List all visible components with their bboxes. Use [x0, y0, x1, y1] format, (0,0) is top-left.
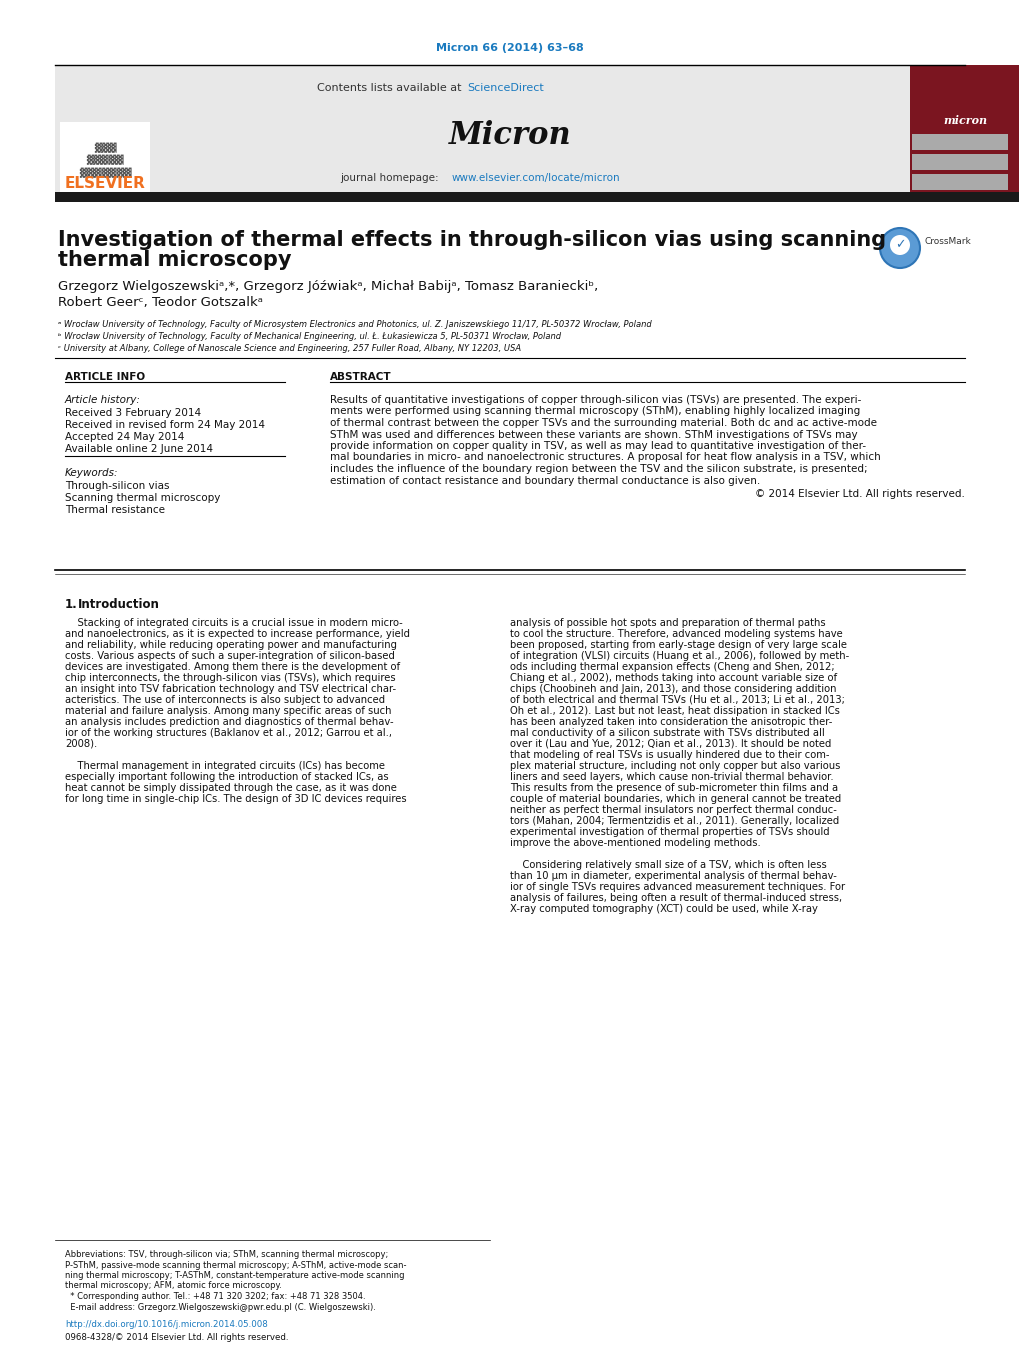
Text: Accepted 24 May 2014: Accepted 24 May 2014	[65, 432, 184, 442]
Text: Introduction: Introduction	[77, 598, 160, 611]
Text: ior of single TSVs requires advanced measurement techniques. For: ior of single TSVs requires advanced mea…	[510, 882, 845, 892]
Text: P-SThM, passive-mode scanning thermal microscopy; A-SThM, active-mode scan-: P-SThM, passive-mode scanning thermal mi…	[65, 1260, 407, 1270]
Text: Micron: Micron	[448, 119, 571, 150]
Text: E-mail address: Grzegorz.Wielgoszewski@pwr.edu.pl (C. Wielgoszewski).: E-mail address: Grzegorz.Wielgoszewski@p…	[65, 1302, 376, 1312]
Text: ods including thermal expansion effects (Cheng and Shen, 2012;: ods including thermal expansion effects …	[510, 662, 834, 671]
Text: and nanoelectronics, as it is expected to increase performance, yield: and nanoelectronics, as it is expected t…	[65, 630, 410, 639]
Text: costs. Various aspects of such a super-integration of silicon-based: costs. Various aspects of such a super-i…	[65, 651, 394, 661]
Text: neither as perfect thermal insulators nor perfect thermal conduc-: neither as perfect thermal insulators no…	[510, 805, 836, 815]
Text: * Corresponding author. Tel.: +48 71 320 3202; fax: +48 71 328 3504.: * Corresponding author. Tel.: +48 71 320…	[65, 1292, 365, 1301]
Bar	[55, 192, 1019, 203]
Text: Article history:: Article history:	[65, 394, 141, 405]
Text: analysis of failures, being often a result of thermal-induced stress,: analysis of failures, being often a resu…	[510, 893, 842, 902]
Text: Robert Geerᶜ, Teodor Gotszalkᵃ: Robert Geerᶜ, Teodor Gotszalkᵃ	[58, 296, 263, 309]
Text: of thermal contrast between the copper TSVs and the surrounding material. Both d: of thermal contrast between the copper T…	[330, 417, 876, 428]
Text: ELSEVIER: ELSEVIER	[64, 176, 146, 190]
Text: © 2014 Elsevier Ltd. All rights reserved.: © 2014 Elsevier Ltd. All rights reserved…	[754, 489, 964, 499]
Text: Abbreviations: TSV, through-silicon via; SThM, scanning thermal microscopy;: Abbreviations: TSV, through-silicon via;…	[65, 1250, 388, 1259]
Text: of both electrical and thermal TSVs (Hu et al., 2013; Li et al., 2013;: of both electrical and thermal TSVs (Hu …	[510, 694, 844, 705]
Bar	[60, 122, 150, 192]
Text: been proposed, starting from early-stage design of very large scale: been proposed, starting from early-stage…	[510, 640, 846, 650]
Text: ▓▓▓
▓▓▓▓▓
▓▓▓▓▓▓▓: ▓▓▓ ▓▓▓▓▓ ▓▓▓▓▓▓▓	[78, 142, 131, 177]
Text: 2008).: 2008).	[65, 739, 97, 748]
Text: Stacking of integrated circuits is a crucial issue in modern micro-: Stacking of integrated circuits is a cru…	[65, 617, 403, 628]
Text: an analysis includes prediction and diagnostics of thermal behav-: an analysis includes prediction and diag…	[65, 717, 393, 727]
Text: Scanning thermal microscopy: Scanning thermal microscopy	[65, 493, 220, 503]
Text: Keywords:: Keywords:	[65, 467, 118, 478]
Text: ior of the working structures (Baklanov et al., 2012; Garrou et al.,: ior of the working structures (Baklanov …	[65, 728, 391, 738]
Text: includes the influence of the boundary region between the TSV and the silicon su: includes the influence of the boundary r…	[330, 463, 867, 474]
Text: Chiang et al., 2002), methods taking into account variable size of: Chiang et al., 2002), methods taking int…	[510, 673, 837, 684]
Text: tors (Mahan, 2004; Termentzidis et al., 2011). Generally, localized: tors (Mahan, 2004; Termentzidis et al., …	[510, 816, 839, 825]
Text: Considering relatively small size of a TSV, which is often less: Considering relatively small size of a T…	[510, 861, 826, 870]
Text: journal homepage:: journal homepage:	[339, 173, 441, 182]
Text: ᵃ Wrocław University of Technology, Faculty of Microsystem Electronics and Photo: ᵃ Wrocław University of Technology, Facu…	[58, 320, 651, 330]
Text: ScienceDirect: ScienceDirect	[467, 82, 543, 93]
Bar	[909, 65, 1019, 197]
Text: analysis of possible hot spots and preparation of thermal paths: analysis of possible hot spots and prepa…	[510, 617, 824, 628]
Text: plex material structure, including not only copper but also various: plex material structure, including not o…	[510, 761, 840, 771]
Text: ning thermal microscopy; T-ASThM, constant-temperature active-mode scanning: ning thermal microscopy; T-ASThM, consta…	[65, 1271, 405, 1279]
Text: mal boundaries in micro- and nanoelectronic structures. A proposal for heat flow: mal boundaries in micro- and nanoelectro…	[330, 453, 879, 462]
Text: www.elsevier.com/locate/micron: www.elsevier.com/locate/micron	[451, 173, 620, 182]
Text: mal conductivity of a silicon substrate with TSVs distributed all: mal conductivity of a silicon substrate …	[510, 728, 824, 738]
Text: than 10 μm in diameter, experimental analysis of thermal behav-: than 10 μm in diameter, experimental ana…	[510, 871, 836, 881]
Text: improve the above-mentioned modeling methods.: improve the above-mentioned modeling met…	[510, 838, 760, 848]
Text: has been analyzed taken into consideration the anisotropic ther-: has been analyzed taken into considerati…	[510, 717, 832, 727]
Text: Received in revised form 24 May 2014: Received in revised form 24 May 2014	[65, 420, 265, 430]
Text: over it (Lau and Yue, 2012; Qian et al., 2013). It should be noted: over it (Lau and Yue, 2012; Qian et al.,…	[510, 739, 830, 748]
Text: ABSTRACT: ABSTRACT	[330, 372, 391, 382]
Text: provide information on copper quality in TSV, as well as may lead to quantitativ: provide information on copper quality in…	[330, 440, 865, 451]
Text: ments were performed using scanning thermal microscopy (SThM), enabling highly l: ments were performed using scanning ther…	[330, 407, 859, 416]
Text: 0968-4328/© 2014 Elsevier Ltd. All rights reserved.: 0968-4328/© 2014 Elsevier Ltd. All right…	[65, 1333, 288, 1342]
Text: acteristics. The use of interconnects is also subject to advanced: acteristics. The use of interconnects is…	[65, 694, 385, 705]
Text: Thermal management in integrated circuits (ICs) has become: Thermal management in integrated circuit…	[65, 761, 384, 771]
Text: Thermal resistance: Thermal resistance	[65, 505, 165, 515]
Text: chip interconnects, the through-silicon vias (TSVs), which requires: chip interconnects, the through-silicon …	[65, 673, 395, 684]
Text: that modeling of real TSVs is usually hindered due to their com-: that modeling of real TSVs is usually hi…	[510, 750, 828, 761]
Text: micron: micron	[942, 115, 986, 126]
Text: http://dx.doi.org/10.1016/j.micron.2014.05.008: http://dx.doi.org/10.1016/j.micron.2014.…	[65, 1320, 268, 1329]
Text: especially important following the introduction of stacked ICs, as: especially important following the intro…	[65, 771, 388, 782]
Text: Through-silicon vias: Through-silicon vias	[65, 481, 169, 490]
Text: Contents lists available at: Contents lists available at	[317, 82, 465, 93]
Text: couple of material boundaries, which in general cannot be treated: couple of material boundaries, which in …	[510, 794, 841, 804]
Bar	[911, 174, 1007, 190]
Text: Oh et al., 2012). Last but not least, heat dissipation in stacked ICs: Oh et al., 2012). Last but not least, he…	[510, 707, 839, 716]
Text: Available online 2 June 2014: Available online 2 June 2014	[65, 444, 213, 454]
Text: material and failure analysis. Among many specific areas of such: material and failure analysis. Among man…	[65, 707, 391, 716]
Text: Results of quantitative investigations of copper through-silicon vias (TSVs) are: Results of quantitative investigations o…	[330, 394, 860, 405]
Bar	[911, 154, 1007, 170]
Bar	[55, 65, 909, 195]
Bar	[911, 134, 1007, 150]
Text: ARTICLE INFO: ARTICLE INFO	[65, 372, 145, 382]
Text: Grzegorz Wielgoszewskiᵃ,*, Grzegorz Jóźwiakᵃ, Michał Babijᵃ, Tomasz Baranieckiᵇ,: Grzegorz Wielgoszewskiᵃ,*, Grzegorz Jóźw…	[58, 280, 598, 293]
Text: 1.: 1.	[65, 598, 77, 611]
Text: and reliability, while reducing operating power and manufacturing: and reliability, while reducing operatin…	[65, 640, 396, 650]
Text: CrossMark: CrossMark	[924, 238, 971, 246]
Text: liners and seed layers, which cause non-trivial thermal behavior.: liners and seed layers, which cause non-…	[510, 771, 833, 782]
Text: ✓: ✓	[894, 239, 905, 251]
Text: experimental investigation of thermal properties of TSVs should: experimental investigation of thermal pr…	[510, 827, 828, 838]
Circle shape	[890, 235, 909, 255]
Text: estimation of contact resistance and boundary thermal conductance is also given.: estimation of contact resistance and bou…	[330, 476, 759, 485]
Text: of integration (VLSI) circuits (Huang et al., 2006), followed by meth-: of integration (VLSI) circuits (Huang et…	[510, 651, 849, 661]
Text: an insight into TSV fabrication technology and TSV electrical char-: an insight into TSV fabrication technolo…	[65, 684, 395, 694]
Text: This results from the presence of sub-micrometer thin films and a: This results from the presence of sub-mi…	[510, 784, 838, 793]
Text: to cool the structure. Therefore, advanced modeling systems have: to cool the structure. Therefore, advanc…	[510, 630, 842, 639]
Text: thermal microscopy; AFM, atomic force microscopy.: thermal microscopy; AFM, atomic force mi…	[65, 1282, 281, 1290]
Text: Micron 66 (2014) 63–68: Micron 66 (2014) 63–68	[436, 43, 583, 53]
Text: for long time in single-chip ICs. The design of 3D IC devices requires: for long time in single-chip ICs. The de…	[65, 794, 407, 804]
Text: ᶜ University at Albany, College of Nanoscale Science and Engineering, 257 Fuller: ᶜ University at Albany, College of Nanos…	[58, 345, 521, 353]
Circle shape	[879, 228, 919, 267]
Text: Received 3 February 2014: Received 3 February 2014	[65, 408, 201, 417]
Text: devices are investigated. Among them there is the development of: devices are investigated. Among them the…	[65, 662, 399, 671]
Text: thermal microscopy: thermal microscopy	[58, 250, 291, 270]
Text: Investigation of thermal effects in through-silicon vias using scanning: Investigation of thermal effects in thro…	[58, 230, 886, 250]
Text: X-ray computed tomography (XCT) could be used, while X-ray: X-ray computed tomography (XCT) could be…	[510, 904, 817, 915]
Text: SThM was used and differences between these variants are shown. SThM investigati: SThM was used and differences between th…	[330, 430, 857, 439]
Text: chips (Choobineh and Jain, 2013), and those considering addition: chips (Choobineh and Jain, 2013), and th…	[510, 684, 836, 694]
Text: heat cannot be simply dissipated through the case, as it was done: heat cannot be simply dissipated through…	[65, 784, 396, 793]
Text: ᵇ Wrocław University of Technology, Faculty of Mechanical Engineering, ul. Ł. Łu: ᵇ Wrocław University of Technology, Facu…	[58, 332, 560, 340]
